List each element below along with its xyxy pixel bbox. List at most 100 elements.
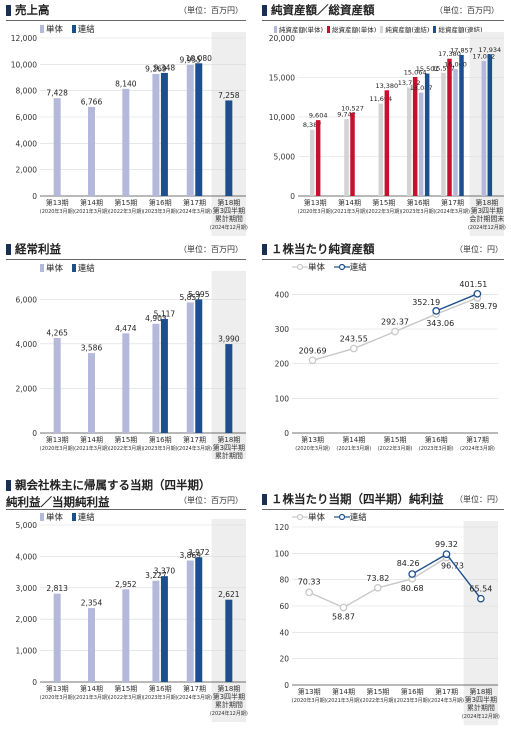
y-tick-label: 10,000 xyxy=(11,60,37,69)
x-tick-label: (2024年3月期) xyxy=(177,445,212,452)
data-label: 2,621 xyxy=(218,590,240,599)
y-tick-label: 0 xyxy=(32,678,37,687)
legend-item-solo: 単体 xyxy=(292,513,325,523)
data-label: 96.73 xyxy=(441,562,464,571)
x-tick-label: 累計期間 xyxy=(467,703,495,712)
data-label: 2,813 xyxy=(46,584,68,593)
legend-label: 総資産額(単体) xyxy=(332,26,377,34)
x-tick-label: (2020年3月期) xyxy=(40,445,75,452)
bar xyxy=(53,337,61,433)
bar xyxy=(418,92,424,196)
bar xyxy=(315,120,321,196)
x-tick-label: (2023年3月期) xyxy=(419,445,454,452)
legend-swatch xyxy=(71,513,76,521)
legend-label: 連結 xyxy=(77,513,95,523)
title-rule xyxy=(6,509,246,510)
title-rule xyxy=(262,509,504,510)
legend-item-cons-total: 総資産額(連結) xyxy=(433,26,483,34)
series-line xyxy=(353,330,396,350)
x-tick-label: (2022年3月期) xyxy=(108,208,143,215)
series-line xyxy=(411,557,447,580)
x-tick-label: (2024年3月期) xyxy=(177,208,212,215)
data-label: 13,380 xyxy=(375,82,398,90)
data-label: 9,269 xyxy=(145,64,167,73)
data-label: 15,501 xyxy=(416,65,439,73)
panel-ordinary-income: 経常利益 （単位：百万円） 単体 連結 0 2,000 4,000 6,000 第13期… xyxy=(6,243,256,459)
data-label: 7,258 xyxy=(218,91,240,100)
x-tick-label: 累計期間 xyxy=(215,214,243,223)
x-tick-label: (2024年3月期) xyxy=(429,697,464,704)
series-line xyxy=(308,591,344,609)
data-label: 84.26 xyxy=(397,559,420,568)
legend-swatch xyxy=(433,26,437,33)
x-tick-label: 第3四半期 xyxy=(213,206,245,215)
data-label: 243.55 xyxy=(340,335,368,344)
legend-swatch xyxy=(327,26,331,33)
legend-item-cons: 連結 xyxy=(333,513,367,523)
legend: 単体 連結 xyxy=(292,511,373,523)
x-tick-label: 第13期 xyxy=(304,198,327,207)
x-tick-label: 第17期 xyxy=(183,435,206,444)
panel-net-assets: 純資産額／総資産額 （単位：百万円） 純資産額(単体) 総資産額(単体) 純資産… xyxy=(262,4,511,240)
x-tick-label: 第14期 xyxy=(80,684,103,693)
bar xyxy=(459,54,464,196)
legend-marker-cons xyxy=(333,513,350,521)
legend: 単体 連結 xyxy=(292,261,373,273)
bar xyxy=(88,608,95,682)
data-label: 343.06 xyxy=(426,319,454,328)
panel-title: 売上高 xyxy=(6,4,50,17)
y-tick-label: 80 xyxy=(279,576,289,585)
panel-sales: 売上高 （単位：百万円） 単体 連結 0 2,000 4,000 6,000 8,000… xyxy=(6,4,256,240)
x-tick-label: 第18期 xyxy=(469,687,492,696)
data-label: 4,474 xyxy=(115,324,137,333)
ordinary-income-chart: 0 2,000 4,000 6,000 第13期(2020年3月期) 第14期(2021年… xyxy=(16,271,246,459)
panel-title: １株当たり当期（四半期）純利益 xyxy=(262,493,444,506)
bps-chart: 0 100 200 300 400 第13期(2020年3月期) 第14期(2021年3月期… xyxy=(275,280,498,452)
y-tick-label: 6,000 xyxy=(16,295,38,304)
x-tick-label: 第13期 xyxy=(301,435,324,444)
bar xyxy=(53,593,61,682)
legend-swatch xyxy=(40,25,44,33)
y-tick-label: 20,000 xyxy=(269,34,295,43)
legend-label: 総資産額(連結) xyxy=(438,26,483,34)
series-line xyxy=(343,587,379,609)
legend-swatch xyxy=(71,264,76,272)
legend-label: 単体 xyxy=(308,263,326,273)
legend-item-solo: 単体 xyxy=(40,264,63,274)
x-tick-label: (2021年3月期) xyxy=(326,697,361,704)
legend-item-solo: 単体 xyxy=(40,25,63,35)
legend-swatch xyxy=(40,264,44,272)
data-label: 3,586 xyxy=(81,344,103,353)
legend-label: 連結 xyxy=(77,264,95,274)
data-label: 352.19 xyxy=(412,298,440,307)
x-tick-label: 第3四半期 xyxy=(465,695,497,704)
legend-item-cons: 連結 xyxy=(71,513,95,523)
legend-marker-solo xyxy=(292,513,308,521)
panel-title: １株当たり純資産額 xyxy=(262,243,375,256)
data-label: 9,742 xyxy=(337,111,356,119)
bar xyxy=(225,599,233,682)
y-tick-label: 400 xyxy=(275,290,290,299)
data-label: 389.79 xyxy=(469,302,497,311)
x-tick-label: (2023年3月期) xyxy=(143,694,178,701)
x-tick-label: (2024年3月期) xyxy=(435,208,470,215)
x-tick-label: 第14期 xyxy=(332,687,355,696)
x-tick-label: (2020年3月期) xyxy=(40,694,75,701)
bar xyxy=(487,54,493,197)
y-tick-label: 3,000 xyxy=(16,584,38,593)
y-tick-label: 2,000 xyxy=(16,615,38,624)
x-tick-label: (2021年3月期) xyxy=(74,445,109,452)
series-line xyxy=(394,313,437,333)
x-tick-label: (2024年12月期) xyxy=(210,710,248,717)
bar xyxy=(195,557,203,682)
data-point xyxy=(432,307,441,315)
unit-label: （単位：百万円） xyxy=(179,496,243,505)
bar xyxy=(225,100,233,196)
data-label: 3,990 xyxy=(218,335,240,344)
data-point xyxy=(391,327,399,336)
legend-label: 単体 xyxy=(308,513,326,523)
x-tick-label: 第17期 xyxy=(435,687,458,696)
x-tick-label: (2024年12月期) xyxy=(210,224,248,231)
data-point xyxy=(373,583,382,592)
title-rule xyxy=(6,259,246,260)
